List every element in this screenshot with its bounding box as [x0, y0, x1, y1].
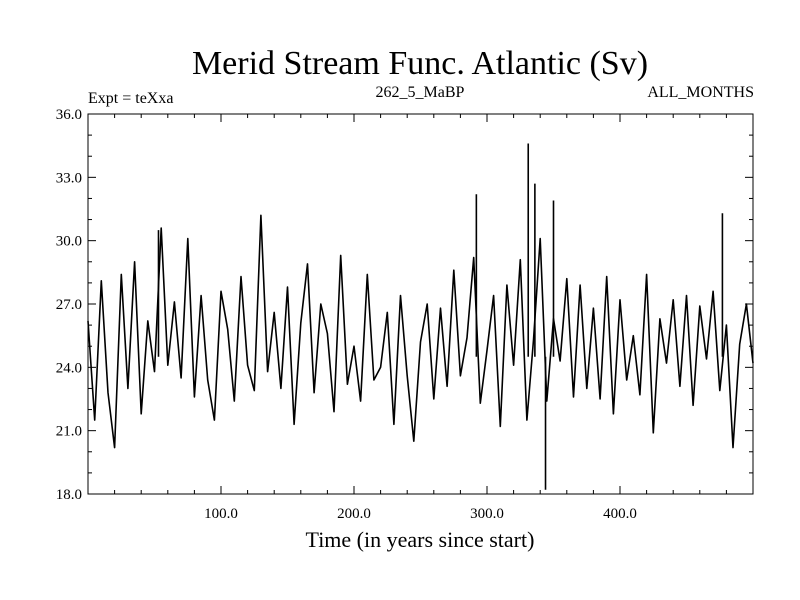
months-label: ALL_MONTHS [647, 84, 754, 101]
x-tick-label: 100.0 [204, 506, 238, 522]
y-tick-label: 30.0 [56, 234, 82, 250]
plot-area-frame [87, 113, 754, 495]
experiment-label: Expt = teXxa [88, 90, 173, 107]
y-tick-label: 27.0 [56, 297, 82, 313]
x-axis-label: Time (in years since start) [306, 527, 535, 552]
x-tick-label: 400.0 [603, 506, 637, 522]
x-axis: 100.0 200.0 300.0 400.0 [114, 114, 727, 522]
series-line [87, 214, 754, 449]
x-tick-label: 300.0 [470, 506, 504, 522]
chart-title: Merid Stream Func. Atlantic (Sv) [192, 45, 648, 82]
y-tick-label: 24.0 [56, 360, 82, 376]
y-tick-label: 21.0 [56, 424, 82, 440]
period-label: 262_5_MaBP [376, 84, 465, 101]
y-tick-label: 18.0 [56, 487, 82, 503]
y-tick-label: 36.0 [56, 107, 82, 123]
y-tick-label: 33.0 [56, 170, 82, 186]
series-group [87, 143, 754, 490]
y-axis: 18.0 21.0 24.0 27.0 30.0 33.0 36.0 [56, 107, 753, 503]
x-tick-label: 200.0 [337, 506, 371, 522]
